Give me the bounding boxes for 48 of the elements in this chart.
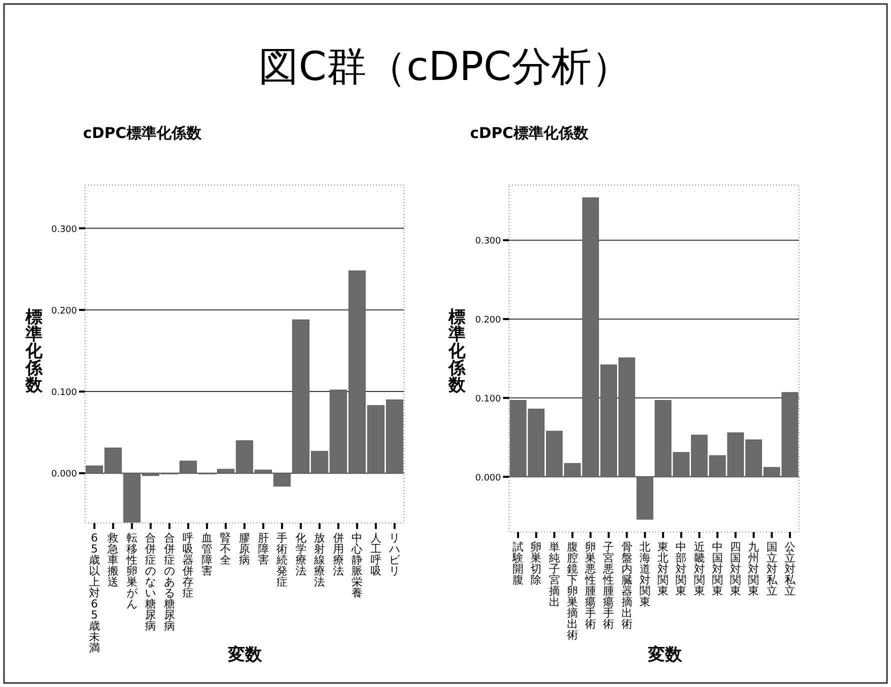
x-tick-label: 呼吸器併存症 [182,531,194,600]
text: 図C群（cDPC分析） [258,44,632,90]
x-tick-label: 単純子宮摘出 [548,540,560,608]
x-tick-label: 人工呼吸 [370,531,382,578]
x-tick-label: 近畿対関東 [694,540,705,598]
y-tick-label: 0.200 [475,316,502,326]
x-tick-label: 試験開腹 [512,540,524,586]
x-tick-label: 中心静脈栄養 [350,531,363,600]
x-tick-label: 手術続発症 [276,531,288,588]
category-label: 65歳以上対65歳未満 [88,531,100,654]
x-tick-label: 膠原病 [239,531,250,566]
y-tick-label: 0.100 [475,394,502,404]
y-tick-label: 0.000 [475,473,502,484]
x-tick-label: 放射線療法 [313,531,326,588]
x-tick-label: 北海道対関東 [639,540,650,608]
x-tick-label: 子宮悪性腫瘍手術 [602,540,614,630]
x-tick-label: 卵巣切除 [530,540,542,586]
y-axis-title: 標準化係数 [24,307,44,396]
x-tick-label: リハビリ [388,531,402,578]
y-tick-label: 0.000 [51,470,78,480]
x-axis-title: 変数 [647,645,683,665]
chart-title: cDPC標準化係数 [83,124,202,142]
x-tick-label: 転移性卵巣がん [125,531,138,610]
x-tick-label: 併用療法 [332,531,344,578]
x-tick-label: 肝障害 [258,531,269,566]
x-tick-label: 骨盤内臓器摘出術 [621,540,632,630]
y-tick-label: 0.300 [475,236,502,247]
x-tick-label: 中部対関東 [676,540,687,598]
category-label: 合併症のある糖尿病 [164,531,175,632]
x-tick-label: 国立対私立 [766,540,778,598]
category-label: 腹腔鏡下卵巣摘出術 [566,540,578,642]
y-tick-label: 0.100 [51,388,78,398]
chart-title: cDPC標準化係数 [470,124,590,142]
x-tick-label: 血管障害 [201,531,212,578]
x-tick-label: 腎不全 [220,531,232,566]
x-tick-label: 四国対関東 [730,540,742,598]
y-tick-label: 0.300 [51,224,78,235]
x-tick-label: 公立対私立 [784,540,796,598]
x-axis-title: 変数 [227,645,263,665]
x-tick-label: 救急車搬送 [106,531,119,588]
x-tick-label: 九州対関東 [748,540,760,598]
y-tick-label: 0.200 [51,306,78,316]
y-axis-title: 標準化係数 [448,307,466,396]
category-label: 合併症のない糖尿病 [145,531,156,632]
x-tick-label: 卵巣悪性腫瘍手術 [584,540,596,630]
x-tick-label: 東北対関東 [658,540,669,598]
x-tick-label: 化学療法 [295,531,306,578]
x-tick-label: 中国対関東 [712,540,723,598]
